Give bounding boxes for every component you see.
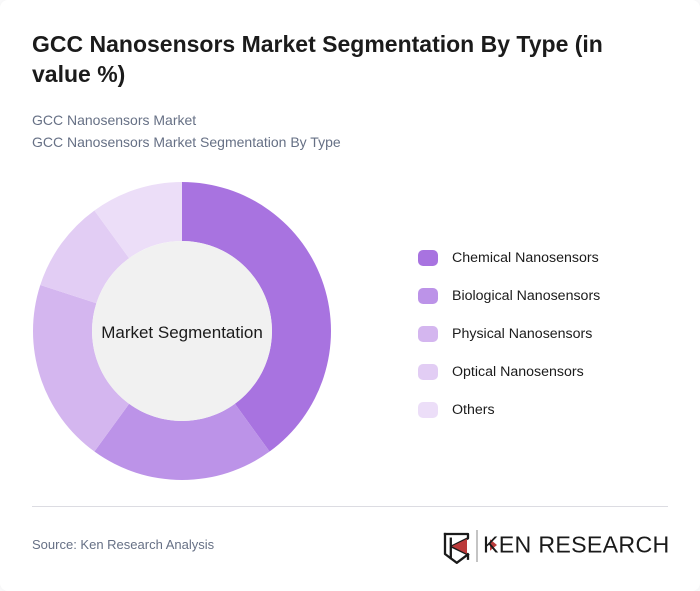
svg-text:KEN RESEARCH: KEN RESEARCH (483, 532, 669, 558)
